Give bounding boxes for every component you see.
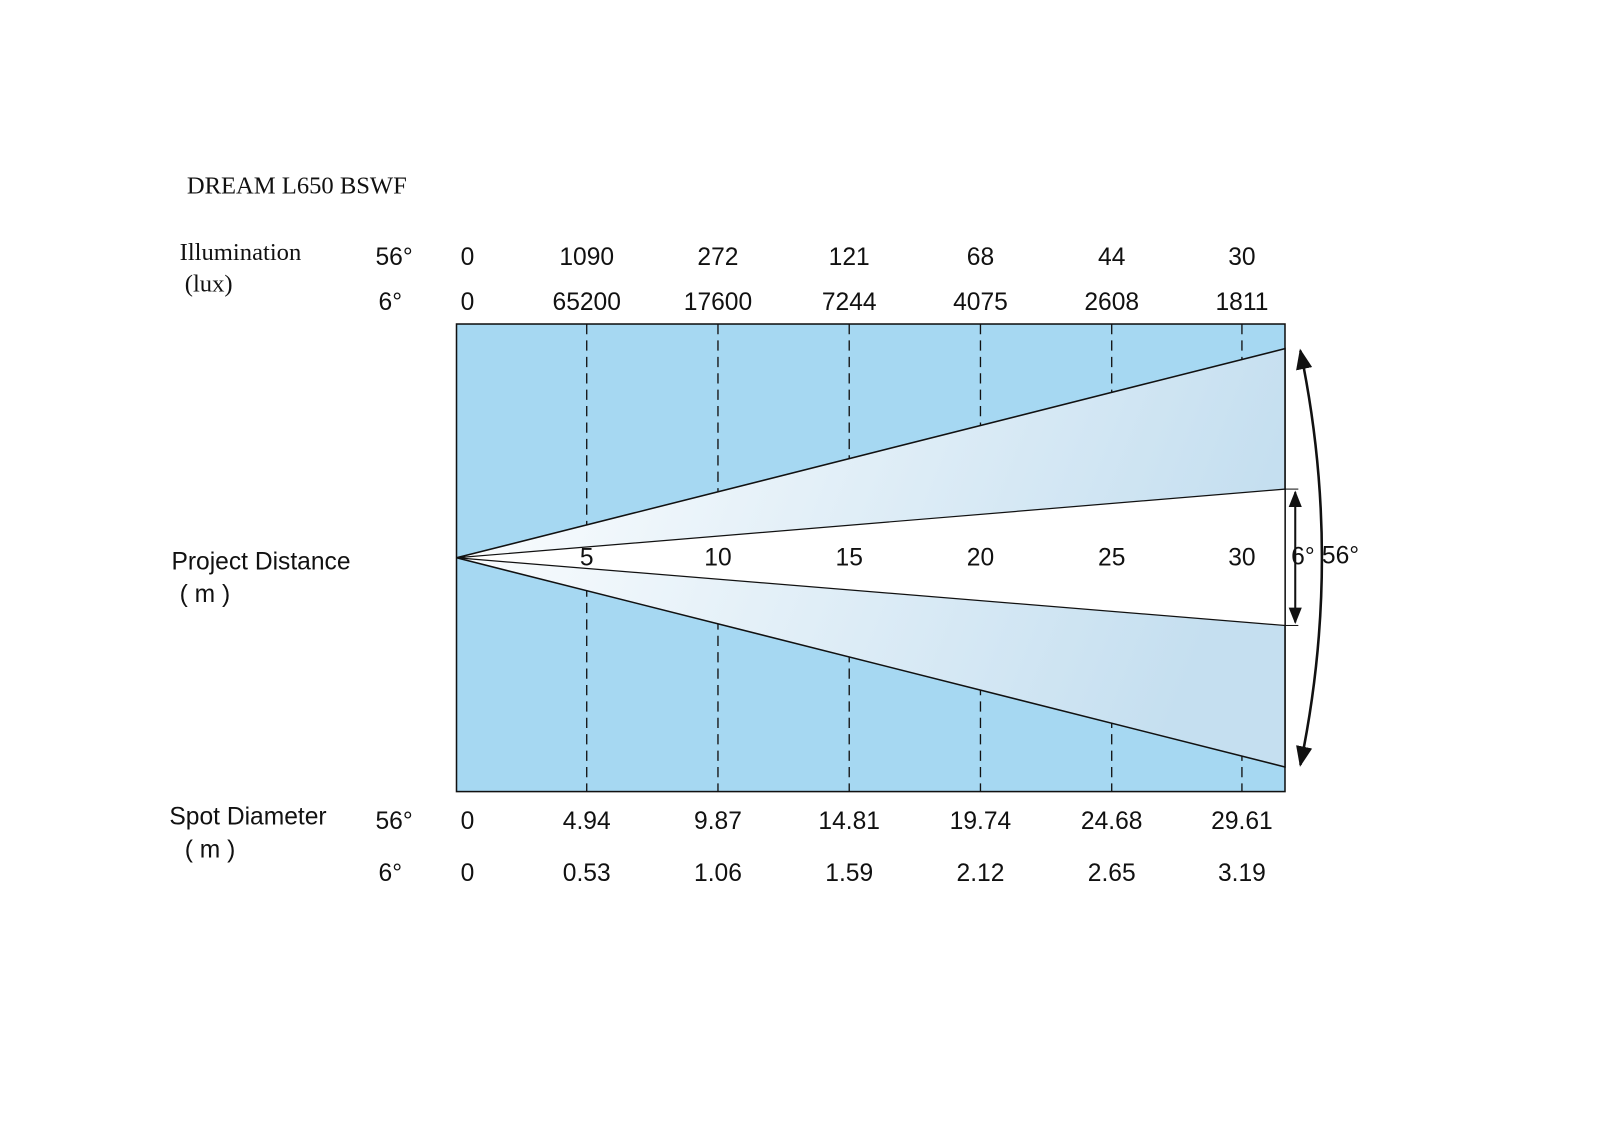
value: 1811 [1215, 289, 1268, 316]
value: 17600 [684, 289, 752, 316]
value: 1.06 [694, 860, 742, 887]
distance-value: 10 [704, 544, 731, 571]
value: 68 [967, 244, 994, 271]
value: 2.65 [1088, 860, 1136, 887]
value: 30 [1228, 244, 1255, 271]
value: 121 [829, 244, 870, 271]
value: 24.68 [1081, 808, 1143, 835]
label: Project Distance [171, 548, 350, 575]
value: 65200 [553, 289, 621, 316]
value: 44 [1098, 244, 1125, 271]
row-angle: 56° [376, 244, 413, 271]
narrow-beam [456, 488, 1286, 627]
value: 19.74 [950, 808, 1012, 835]
value: 0 [461, 289, 475, 316]
value: 0.53 [563, 860, 611, 887]
row-angle: 6° [379, 289, 403, 316]
value: 3.19 [1218, 860, 1266, 887]
value: 2.12 [957, 860, 1005, 887]
value: 0 [461, 244, 475, 271]
angle-label: 6° [1291, 543, 1315, 570]
row-angle: 6° [379, 860, 403, 887]
value: 1.59 [825, 860, 873, 887]
label: Illumination [180, 239, 302, 266]
distance-value: 25 [1098, 544, 1125, 571]
value: 14.81 [818, 808, 880, 835]
distance-value: 5 [580, 544, 594, 571]
distance-value: 30 [1228, 544, 1255, 571]
value: 1090 [559, 244, 614, 271]
value: 0 [461, 808, 475, 835]
value: 9.87 [694, 808, 742, 835]
angle-label: 56° [1322, 542, 1359, 569]
value: 29.61 [1211, 808, 1273, 835]
label: Spot Diameter [169, 804, 326, 831]
row-angle: 56° [376, 808, 413, 835]
value: 4.94 [563, 808, 611, 835]
title: DREAM L650 BSWF [187, 172, 407, 199]
value: 272 [697, 244, 738, 271]
unit: ( m ) [185, 837, 236, 864]
value: 0 [461, 860, 475, 887]
value: 7244 [822, 289, 877, 316]
value: 4075 [953, 289, 1008, 316]
unit: (lux) [185, 271, 233, 298]
distance-value: 15 [836, 544, 863, 571]
unit: ( m ) [180, 581, 231, 608]
wide-arrow [1296, 348, 1324, 767]
distance-value: 20 [967, 544, 994, 571]
value: 2608 [1084, 289, 1139, 316]
